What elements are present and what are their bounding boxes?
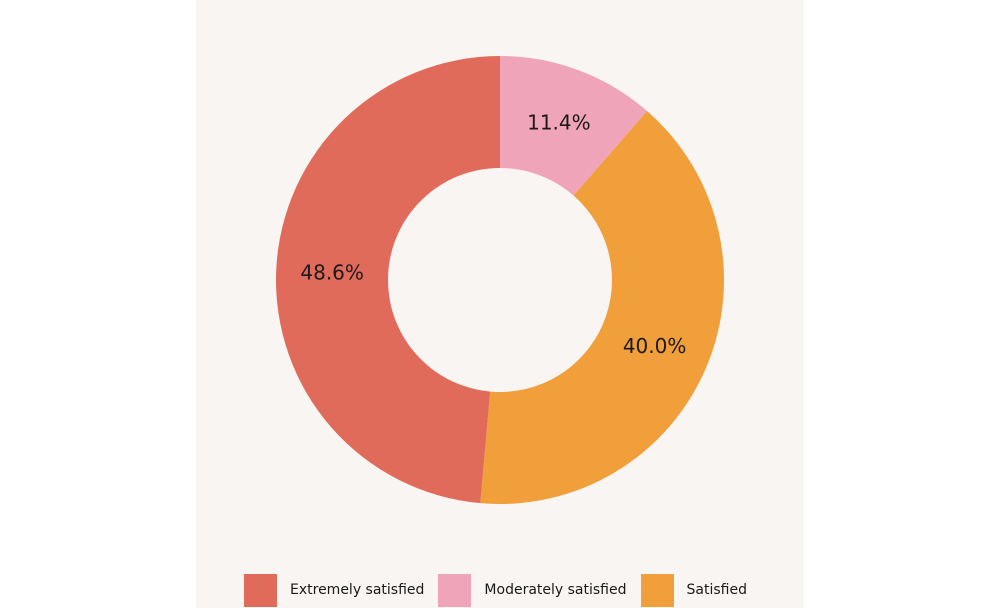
legend: Extremely satisfied Moderately satisfied…	[244, 573, 761, 607]
legend-label-satisfied: Satisfied	[686, 582, 747, 598]
legend-item-extremely-satisfied: Extremely satisfied	[244, 573, 425, 607]
slice-label-satisfied: 40.0%	[623, 334, 687, 358]
legend-item-satisfied: Satisfied	[640, 573, 747, 607]
slice-label-extremely-satisfied: 48.6%	[300, 261, 364, 285]
slice-label-moderately-satisfied: 11.4%	[527, 111, 591, 135]
legend-swatch-moderately-satisfied	[438, 573, 472, 607]
legend-label-extremely-satisfied: Extremely satisfied	[290, 582, 425, 598]
slice-satisfied	[480, 111, 725, 505]
legend-swatch-extremely-satisfied	[244, 573, 277, 607]
slice-moderately-satisfied	[500, 56, 648, 196]
legend-label-moderately-satisfied: Moderately satisfied	[484, 582, 627, 598]
legend-item-moderately-satisfied: Moderately satisfied	[438, 573, 627, 607]
chart-panel: 11.4% 40.0% 48.6% Extremely satisfied Mode…	[196, 0, 804, 608]
legend-swatch-satisfied	[640, 573, 674, 607]
slice-extremely-satisfied	[275, 56, 500, 504]
donut-chart: 11.4% 40.0% 48.6%	[275, 56, 725, 505]
